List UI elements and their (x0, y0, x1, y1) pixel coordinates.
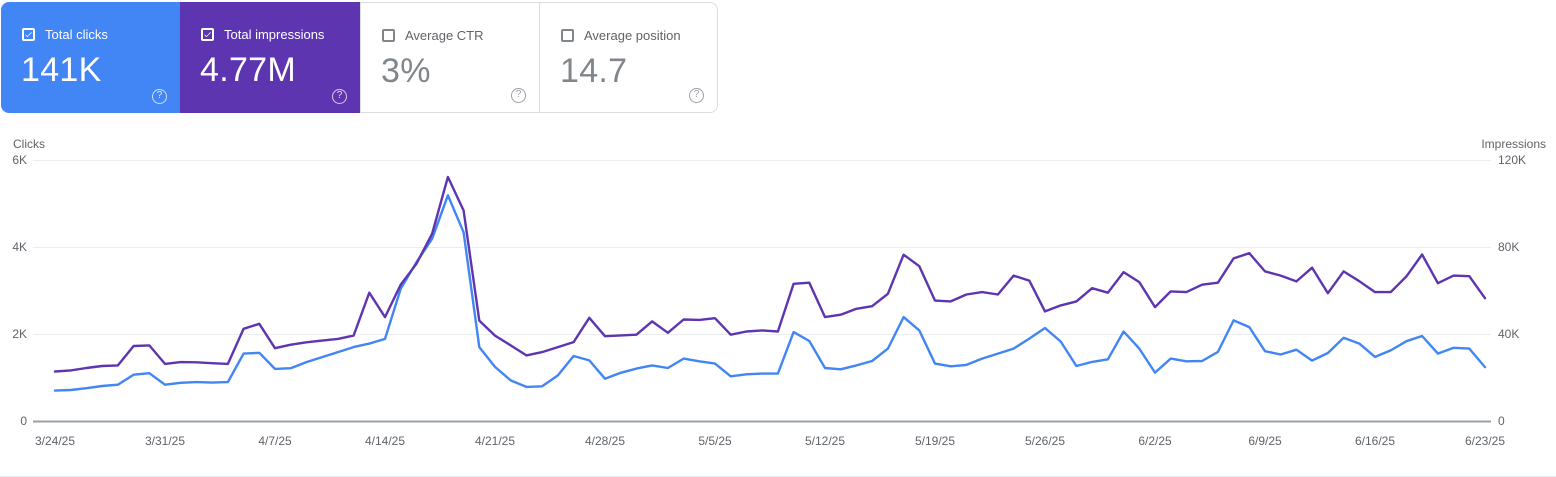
metric-label: Average CTR (405, 28, 484, 43)
x-tick-label: 6/16/25 (1354, 434, 1396, 448)
impressions-line (53, 175, 1487, 373)
y-tick-right: 40K (1498, 327, 1520, 341)
x-tick-label: 6/2/25 (1138, 434, 1172, 448)
x-tick-label: 4/28/25 (584, 434, 626, 448)
metric-label: Average position (584, 28, 681, 43)
checkbox-unchecked-icon[interactable] (561, 29, 574, 42)
metric-value: 3% (381, 52, 431, 90)
x-tick-label: 5/26/25 (1024, 434, 1066, 448)
y-tick-right: 80K (1498, 240, 1520, 254)
help-icon[interactable]: ? (511, 88, 526, 103)
x-tick-label: 5/12/25 (804, 434, 846, 448)
y-tick-left: 2K (12, 327, 27, 341)
right-axis-title: Impressions (1481, 137, 1546, 151)
help-icon[interactable]: ? (152, 89, 167, 104)
x-tick-label: 6/9/25 (1248, 434, 1282, 448)
metric-card-total-impressions[interactable]: Total impressions 4.77M ? (180, 2, 360, 113)
metric-cards-row: Total clicks 141K ? Total impressions 4.… (1, 2, 718, 113)
metric-label: Total impressions (224, 27, 325, 42)
x-tick-label: 5/19/25 (914, 434, 956, 448)
metric-card-average-ctr[interactable]: Average CTR 3% ? (360, 2, 539, 113)
checkbox-checked-icon[interactable] (201, 28, 214, 41)
metric-value: 4.77M (200, 51, 296, 89)
x-tick-label: 3/31/25 (144, 434, 186, 448)
metric-value: 14.7 (560, 52, 628, 90)
y-tick-right: 0 (1498, 414, 1505, 428)
help-icon[interactable]: ? (689, 88, 704, 103)
x-tick-label: 4/7/25 (258, 434, 292, 448)
help-icon[interactable]: ? (332, 89, 347, 104)
y-tick-left: 4K (12, 240, 27, 254)
x-tick-label: 4/14/25 (364, 434, 406, 448)
y-tick-left: 0 (20, 414, 27, 428)
x-tick-label: 6/23/25 (1464, 434, 1506, 448)
gridlines (33, 160, 1491, 423)
metric-card-total-clicks[interactable]: Total clicks 141K ? (1, 2, 180, 113)
checkbox-checked-icon[interactable] (22, 28, 35, 41)
checkbox-unchecked-icon[interactable] (382, 29, 395, 42)
metric-label: Total clicks (45, 27, 108, 42)
metric-value: 141K (21, 51, 102, 89)
clicks-line (53, 194, 1487, 392)
y-tick-left: 6K (12, 153, 27, 167)
y-tick-right: 120K (1498, 153, 1527, 167)
x-tick-label: 3/24/25 (34, 434, 76, 448)
left-axis-title: Clicks (13, 137, 45, 151)
metric-card-average-position[interactable]: Average position 14.7 ? (539, 2, 718, 113)
x-tick-label: 4/21/25 (474, 434, 516, 448)
x-tick-label: 5/5/25 (698, 434, 732, 448)
